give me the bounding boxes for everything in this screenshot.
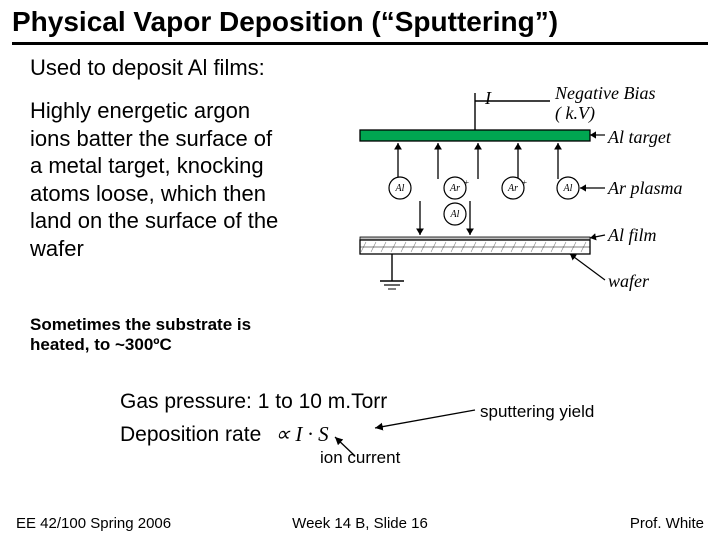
- subtitle: Used to deposit Al films:: [0, 51, 720, 85]
- neg-bias-label-2: ( k.V): [555, 103, 595, 124]
- substrate-note: Sometimes the substrate is heated, to ~3…: [30, 315, 290, 356]
- footer-center: Week 14 B, Slide 16: [292, 515, 428, 532]
- svg-text:Al: Al: [450, 209, 460, 220]
- bottom-block: Gas pressure: 1 to 10 m.Torr Deposition …: [120, 390, 680, 447]
- ar-plasma-label: Ar plasma: [608, 178, 683, 199]
- al-target-label: Al target: [608, 127, 671, 148]
- title-rule: [12, 42, 708, 45]
- sputtering-yield-label: sputtering yield: [480, 402, 594, 422]
- description-text: Highly energetic argon ions batter the s…: [30, 97, 290, 262]
- svg-text:Ar: Ar: [449, 183, 460, 194]
- svg-text:Al: Al: [395, 183, 405, 194]
- svg-text:Ar: Ar: [507, 183, 518, 194]
- footer-left: EE 42/100 Spring 2006: [16, 515, 171, 532]
- svg-text:+: +: [464, 178, 469, 187]
- neg-bias-label-1: Negative Bias: [555, 83, 705, 104]
- al-film-label: Al film: [608, 225, 657, 246]
- sputtering-diagram: AlAr+Ar+AlAl I Negative Bias ( k.V) Al t…: [320, 85, 700, 345]
- wafer-label: wafer: [608, 271, 649, 292]
- svg-text:Al: Al: [563, 183, 573, 194]
- footer-right: Prof. White: [630, 515, 704, 532]
- diagram-svg: Al Ar + Ar + Al Al: [320, 85, 700, 345]
- page-title: Physical Vapor Deposition (“Sputtering”): [0, 0, 720, 42]
- current-label: I: [485, 88, 491, 109]
- ion-current-label: ion current: [320, 448, 400, 468]
- svg-text:+: +: [522, 178, 527, 187]
